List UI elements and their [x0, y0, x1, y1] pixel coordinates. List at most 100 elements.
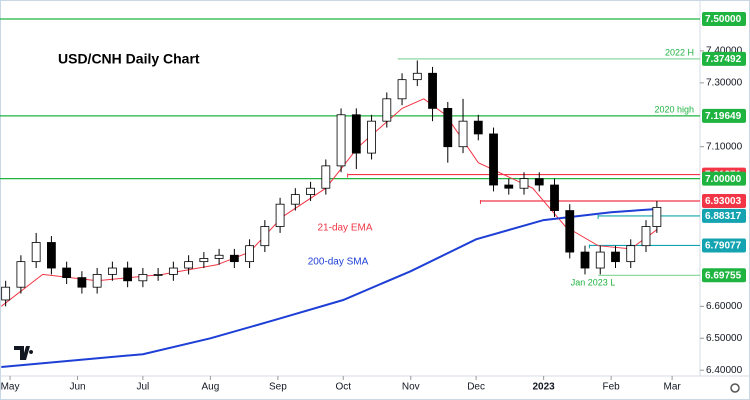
candle-body	[397, 79, 407, 100]
candle	[504, 178, 514, 195]
candle-body	[458, 120, 468, 148]
candle-body	[306, 187, 315, 195]
level-box	[702, 51, 746, 66]
level-label: 7.00000	[705, 174, 742, 185]
candle-body	[138, 274, 148, 282]
candle-body	[534, 178, 544, 186]
candle-body	[580, 251, 590, 269]
candle-body	[77, 277, 87, 288]
x-tick-label: Nov	[402, 382, 420, 393]
candle-body	[595, 251, 605, 269]
candle	[489, 127, 498, 192]
level-note: 2020 high	[654, 104, 694, 114]
candle	[626, 239, 636, 269]
candle	[92, 268, 102, 294]
candle	[550, 178, 559, 217]
x-tick-label: Jun	[69, 382, 85, 393]
level-label: 6.93003	[705, 196, 742, 207]
candle	[290, 188, 300, 211]
candle-body	[153, 274, 163, 276]
x-tick-label: 2023	[532, 382, 555, 393]
x-tick-label: Oct	[335, 382, 351, 393]
candle	[611, 245, 620, 269]
candle-body	[443, 107, 453, 148]
candle-body	[351, 114, 361, 154]
candle	[519, 172, 529, 195]
candle	[473, 114, 483, 141]
candle-body	[489, 133, 498, 186]
candle	[245, 239, 254, 269]
candle	[123, 261, 133, 288]
level-label: 7.19649	[705, 111, 742, 122]
candle	[31, 232, 41, 269]
candle	[652, 200, 662, 233]
candle	[1, 280, 11, 307]
candle-body	[107, 267, 117, 275]
y-tick-label: 6.40000	[706, 365, 743, 376]
level-box	[702, 171, 746, 186]
candle	[77, 271, 87, 294]
y-tick-label: 6.50000	[706, 333, 743, 344]
candle	[534, 172, 544, 192]
candle	[184, 255, 194, 275]
candle	[62, 261, 72, 284]
candle-body	[47, 242, 56, 269]
candle-body	[367, 120, 376, 154]
candle-body	[321, 165, 331, 189]
level-label: 7.37492	[705, 54, 742, 65]
candle-body	[473, 120, 483, 135]
candle-body	[382, 98, 392, 122]
candle	[351, 108, 361, 170]
candle-body	[1, 286, 11, 301]
candle	[595, 245, 605, 275]
candle-body	[275, 203, 285, 227]
candle	[336, 108, 346, 173]
candle-body	[92, 274, 102, 288]
candle-body	[62, 267, 72, 279]
candle	[382, 92, 392, 128]
candle-body	[290, 194, 300, 205]
level-note: 2022 H	[665, 47, 694, 57]
candle-body	[123, 267, 133, 282]
candle	[260, 220, 270, 253]
candle-body	[214, 254, 224, 259]
candle	[458, 98, 468, 154]
candle	[16, 255, 26, 294]
level-box	[702, 108, 746, 123]
candle	[443, 102, 453, 163]
settings-icon[interactable]	[730, 383, 740, 393]
candle	[107, 261, 117, 281]
x-tick-label: Mar	[664, 382, 682, 393]
candle-body	[565, 210, 575, 253]
x-tick-label: Sep	[269, 382, 287, 393]
candle-body	[626, 245, 636, 263]
level-box	[702, 193, 746, 208]
x-tick-label: May	[1, 382, 20, 393]
candle-body	[184, 261, 194, 269]
candle-body	[199, 258, 209, 263]
level-box	[702, 12, 746, 26]
candle	[199, 252, 209, 269]
candle	[641, 220, 651, 253]
x-tick-label: Aug	[201, 382, 219, 393]
candle	[367, 114, 376, 160]
candle-body	[641, 226, 651, 247]
level-box	[702, 208, 746, 223]
candle	[397, 73, 407, 106]
x-tick-label: Feb	[603, 382, 621, 393]
level-note: Jan 2023 L	[571, 278, 616, 288]
candle	[214, 248, 224, 265]
moving-average-line	[1, 208, 657, 368]
x-tick-label: Jul	[136, 382, 149, 393]
chart-title: USD/CNH Daily Chart	[58, 51, 200, 67]
candle-body	[611, 251, 620, 263]
candle	[565, 204, 575, 259]
candle	[321, 159, 331, 195]
candle	[47, 236, 56, 275]
candle	[153, 268, 163, 281]
level-box	[702, 268, 746, 283]
candle-body	[336, 114, 346, 167]
series-label: 200-day SMA	[308, 257, 369, 268]
